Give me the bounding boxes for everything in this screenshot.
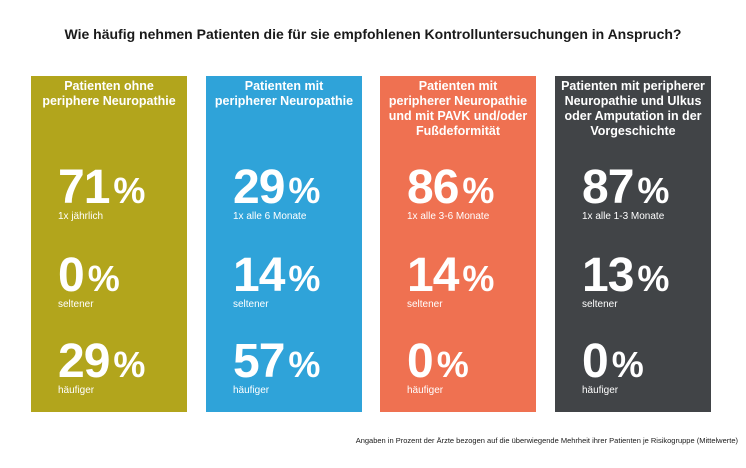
stat-label: seltener xyxy=(407,299,443,310)
stat-unit: % xyxy=(637,258,670,299)
stat-unit: % xyxy=(113,170,146,211)
stat-label: seltener xyxy=(582,299,618,310)
stat-label: häufiger xyxy=(233,385,270,396)
stat-value: 0% xyxy=(407,338,469,389)
stat-value: 0% xyxy=(58,252,120,303)
stat-block: 14% seltener xyxy=(233,252,320,311)
stat-number: 29 xyxy=(58,335,110,388)
group-panel-1: Patienten ohne periphere Neuropathie 71% 1x… xyxy=(31,76,187,412)
group-title-line: und mit PAVK und/oder xyxy=(388,109,528,123)
stat-value: 14% xyxy=(407,252,494,303)
group-title: Patienten ohne periphere Neuropathie xyxy=(31,79,187,109)
stat-number: 14 xyxy=(407,249,459,302)
stat-unit: % xyxy=(462,170,495,211)
chart-title: Wie häufig nehmen Patienten die für sie … xyxy=(64,26,682,42)
group-title-line: oder Amputation in der xyxy=(564,109,702,123)
stat-unit: % xyxy=(637,170,670,211)
stat-block: 87% 1x alle 1-3 Monate xyxy=(582,164,669,223)
stat-number: 0 xyxy=(582,335,609,388)
stat-number: 0 xyxy=(58,249,85,302)
stat-value: 87% xyxy=(582,164,669,215)
group-panel-4: Patienten mit peripherer Neuropathie und … xyxy=(555,76,711,412)
stat-unit: % xyxy=(436,344,469,385)
stat-number: 86 xyxy=(407,161,459,214)
stat-value: 57% xyxy=(233,338,320,389)
group-title-line: peripherer Neuropathie xyxy=(214,94,354,108)
stat-block: 0% seltener xyxy=(58,252,120,311)
stat-unit: % xyxy=(462,258,495,299)
group-title-line: Patienten mit xyxy=(418,79,498,93)
stat-block: 29% 1x alle 6 Monate xyxy=(233,164,320,223)
stat-block: 13% seltener xyxy=(582,252,669,311)
stat-block: 29% häufiger xyxy=(58,338,145,397)
stat-label: häufiger xyxy=(582,385,619,396)
group-title-line: Vorgeschichte xyxy=(590,124,676,138)
stat-number: 14 xyxy=(233,249,285,302)
group-panel-3: Patienten mit peripherer Neuropathie und m… xyxy=(380,76,536,412)
stat-value: 14% xyxy=(233,252,320,303)
stat-unit: % xyxy=(288,258,321,299)
stat-block: 86% 1x alle 3-6 Monate xyxy=(407,164,494,223)
group-title: Patienten mit peripherer Neuropathie xyxy=(206,79,362,109)
stat-number: 0 xyxy=(407,335,434,388)
stat-unit: % xyxy=(113,344,146,385)
stat-value: 29% xyxy=(233,164,320,215)
group-panel-2: Patienten mit peripherer Neuropathie 29% 1x… xyxy=(206,76,362,412)
stat-number: 13 xyxy=(582,249,634,302)
stat-label: seltener xyxy=(233,299,269,310)
stat-block: 14% seltener xyxy=(407,252,494,311)
stat-block: 57% häufiger xyxy=(233,338,320,397)
group-title: Patienten mit peripherer Neuropathie und m… xyxy=(380,79,536,139)
stat-unit: % xyxy=(611,344,644,385)
group-title-line: Patienten mit xyxy=(244,79,324,93)
stat-value: 29% xyxy=(58,338,145,389)
stat-value: 71% xyxy=(58,164,145,215)
stat-number: 71 xyxy=(58,161,110,214)
stat-block: 0% häufiger xyxy=(582,338,644,397)
stat-value: 0% xyxy=(582,338,644,389)
group-title-line: Patienten mit peripherer xyxy=(561,79,705,93)
stat-number: 87 xyxy=(582,161,634,214)
stat-unit: % xyxy=(288,170,321,211)
group-title-line: Neuropathie und Ulkus xyxy=(564,94,702,108)
stat-label: 1x alle 1-3 Monate xyxy=(582,211,665,222)
stat-label: 1x alle 6 Monate xyxy=(233,211,307,222)
stat-block: 71% 1x jährlich xyxy=(58,164,145,223)
group-title-line: peripherer Neuropathie xyxy=(388,94,528,108)
stat-number: 57 xyxy=(233,335,285,388)
footnote: Angaben in Prozent der Ärzte bezogen auf… xyxy=(355,436,738,445)
stat-block: 0% häufiger xyxy=(407,338,469,397)
stat-unit: % xyxy=(288,344,321,385)
stat-value: 13% xyxy=(582,252,669,303)
stat-unit: % xyxy=(87,258,120,299)
stat-label: häufiger xyxy=(407,385,444,396)
group-title-line: Fußdeformität xyxy=(415,124,501,138)
stat-label: 1x jährlich xyxy=(58,211,104,222)
stat-value: 86% xyxy=(407,164,494,215)
stat-number: 29 xyxy=(233,161,285,214)
stat-label: seltener xyxy=(58,299,94,310)
stat-label: 1x alle 3-6 Monate xyxy=(407,211,490,222)
stat-label: häufiger xyxy=(58,385,95,396)
group-title-line: periphere Neuropathie xyxy=(42,94,176,108)
group-title-line: Patienten ohne xyxy=(64,79,154,93)
group-title: Patienten mit peripherer Neuropathie und … xyxy=(555,79,711,139)
